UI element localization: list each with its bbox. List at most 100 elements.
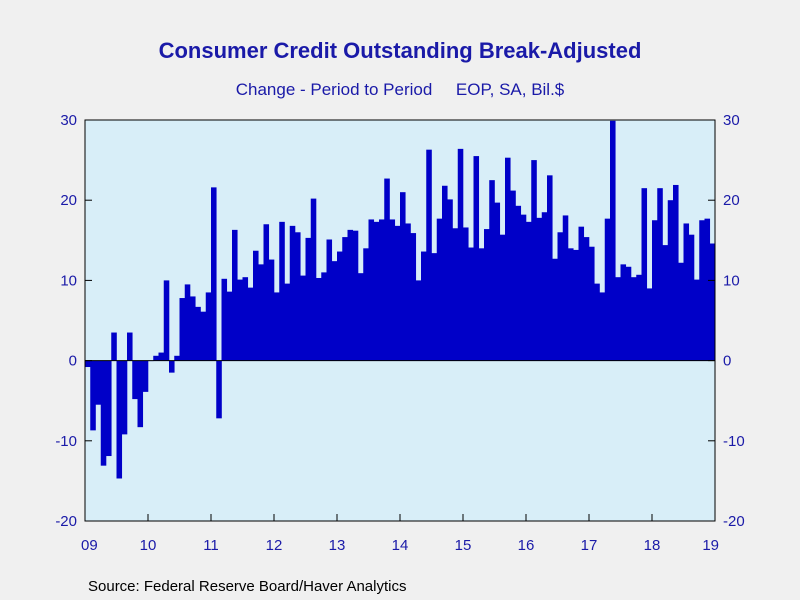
y-tick-label-right: -20: [723, 513, 745, 530]
x-tick-label: 15: [455, 537, 472, 554]
x-tick-label: 12: [266, 537, 283, 554]
bar: [683, 223, 690, 361]
bar: [211, 187, 217, 361]
bar: [326, 239, 333, 361]
bar: [646, 288, 653, 361]
bar: [610, 120, 616, 361]
bar: [106, 360, 112, 457]
bar: [195, 306, 201, 361]
bar: [694, 279, 700, 361]
bar: [163, 280, 170, 361]
bar: [562, 215, 569, 361]
bar: [604, 218, 611, 361]
bar: [615, 277, 621, 361]
bar: [641, 188, 648, 361]
bar: [515, 205, 522, 361]
bar: [289, 225, 296, 361]
bar: [300, 275, 306, 361]
bar: [342, 237, 348, 361]
bar: [536, 217, 543, 361]
y-tick-label-right: 10: [723, 272, 740, 289]
bar: [520, 214, 527, 361]
bar: [631, 277, 637, 361]
x-tick-label: 18: [644, 537, 661, 554]
bar: [337, 251, 343, 361]
bar: [625, 266, 632, 361]
bar: [179, 298, 186, 361]
bar: [547, 175, 553, 361]
bar: [85, 360, 91, 368]
bar: [237, 279, 243, 361]
bar: [347, 229, 354, 361]
bar: [137, 360, 144, 428]
bar: [153, 355, 159, 361]
bar: [284, 283, 291, 361]
bar: [221, 278, 228, 361]
bar: [379, 219, 385, 361]
bar: [620, 264, 627, 361]
x-axis: 09 10 11 12 13 14 15 16 17 18 19: [81, 514, 719, 554]
bar: [484, 229, 490, 361]
bar: [573, 249, 579, 361]
bar: [90, 360, 96, 431]
y-tick-label-right: 30: [723, 112, 740, 129]
x-tick-label: 19: [702, 537, 719, 554]
bar: [499, 234, 506, 361]
bar: [541, 212, 548, 361]
y-tick-label-left: -10: [55, 433, 77, 450]
bar: [457, 148, 464, 361]
bar: [216, 360, 222, 419]
y-tick-label-right: 20: [723, 192, 740, 209]
bar: [263, 224, 270, 361]
bar: [447, 199, 453, 361]
bar: [184, 284, 191, 361]
bar: [305, 237, 312, 361]
bar: [531, 160, 537, 361]
bar: [526, 221, 532, 361]
x-tick-label: 13: [329, 537, 346, 554]
bar: [368, 219, 375, 361]
bar: [169, 360, 175, 373]
bar: [578, 226, 585, 361]
bar: [158, 352, 165, 361]
bar: [111, 332, 117, 361]
y-tick-label-left: 20: [60, 192, 77, 209]
bar: [636, 274, 642, 361]
y-tick-label-left: 30: [60, 112, 77, 129]
bar: [400, 192, 406, 361]
bar: [226, 291, 233, 361]
bar: [442, 185, 448, 361]
bar: [436, 218, 443, 361]
bar: [95, 360, 102, 405]
y-axis-right: 30 20 10 0 -10 -20: [708, 112, 745, 530]
y-axis-left: 30 20 10 0 -10 -20: [55, 112, 92, 530]
bar: [274, 292, 280, 361]
bar: [127, 332, 133, 361]
bar: [452, 228, 459, 361]
bar: [557, 232, 564, 361]
bar: [657, 188, 663, 361]
bar-series: [85, 120, 716, 479]
source-note: Source: Federal Reserve Board/Haver Anal…: [88, 578, 407, 595]
y-tick-label-right: 0: [723, 353, 731, 370]
bar: [190, 296, 196, 361]
bar: [463, 227, 469, 361]
bar: [421, 251, 427, 361]
bar: [384, 178, 390, 361]
bar: [100, 360, 107, 466]
x-tick-label: 10: [140, 537, 157, 554]
chart-title: Consumer Credit Outstanding Break-Adjust…: [158, 38, 642, 63]
bar: [200, 311, 207, 361]
bar: [568, 248, 574, 361]
bar: [473, 156, 480, 361]
bar: [505, 157, 511, 361]
bar: [552, 258, 558, 361]
y-tick-label-left: 10: [60, 272, 77, 289]
bar: [242, 277, 249, 361]
bar: [594, 283, 600, 361]
bar: [394, 225, 401, 361]
bar: [426, 149, 432, 361]
bar: [389, 219, 396, 361]
y-tick-label-left: -20: [55, 513, 77, 530]
